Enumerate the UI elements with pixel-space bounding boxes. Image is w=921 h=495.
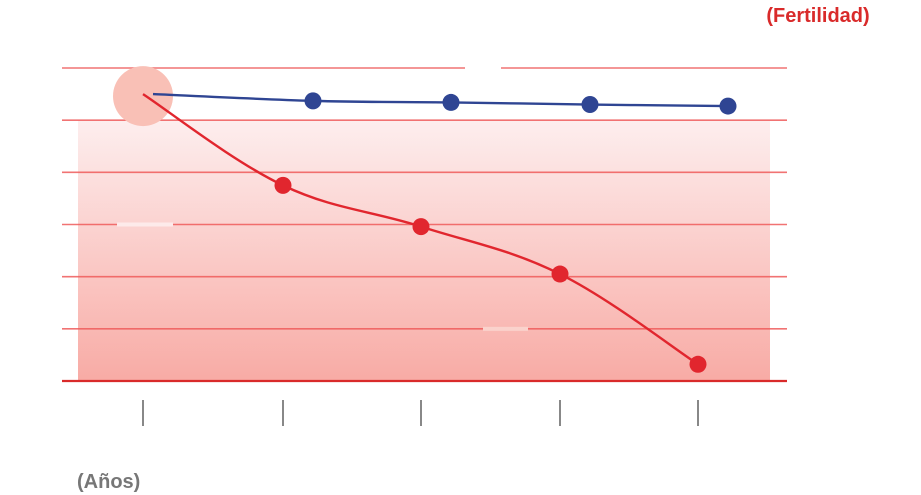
series-lines (113, 66, 737, 373)
x-axis-title: (Años) (77, 471, 140, 493)
start-highlight-circle (113, 66, 173, 127)
background-bands (78, 120, 770, 382)
gridline-gap (465, 65, 501, 71)
data-point-red (551, 265, 569, 283)
gridline-gap (483, 326, 528, 331)
y-axis-title: (Fertilidad) (766, 5, 869, 27)
data-point-blue (719, 97, 737, 115)
gradient-band (78, 120, 770, 382)
x-axis-ticks (142, 400, 699, 426)
series-line-blue (152, 92, 729, 108)
data-point-blue (304, 92, 322, 110)
gridline-gap (117, 222, 173, 227)
data-point-red (689, 355, 707, 373)
gridlines (62, 65, 787, 383)
data-point-blue (581, 96, 599, 114)
data-point-red (412, 218, 430, 236)
data-point-blue (442, 93, 460, 111)
data-point-red (274, 176, 292, 194)
